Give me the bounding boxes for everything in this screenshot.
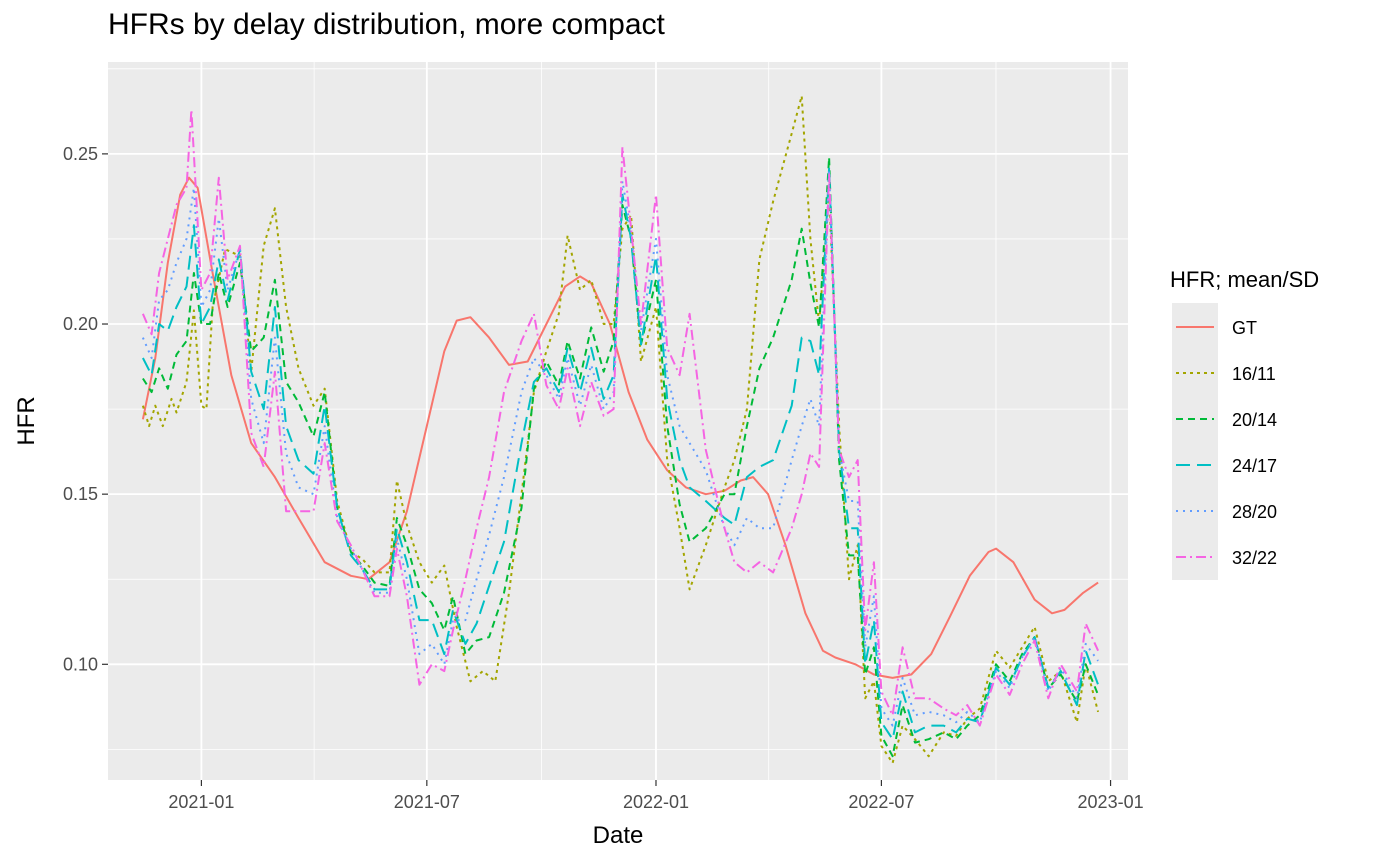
series-line-32-22 xyxy=(141,108,1100,727)
series-line-16-11 xyxy=(141,95,1100,764)
legend-label: GT xyxy=(1232,318,1257,338)
series-line-28-20 xyxy=(141,169,1099,727)
y-tick-label: 0.10 xyxy=(63,654,98,674)
y-tick-label: 0.25 xyxy=(63,144,98,164)
legend-key-background xyxy=(1172,303,1218,580)
series-line-GT xyxy=(141,176,1099,679)
legend-label: 20/14 xyxy=(1232,410,1277,430)
legend-label: 24/17 xyxy=(1232,456,1277,476)
x-tick-label: 2021-07 xyxy=(394,792,460,812)
x-tick-label: 2023-01 xyxy=(1078,792,1144,812)
major-gridlines xyxy=(108,62,1128,780)
chart-title: HFRs by delay distribution, more compact xyxy=(108,8,665,41)
legend-title: HFR; mean/SD xyxy=(1170,267,1319,292)
y-tick-label: 0.20 xyxy=(63,314,98,334)
plot-panel xyxy=(108,62,1128,780)
legend-label: 28/20 xyxy=(1232,502,1277,522)
series-line-24-17 xyxy=(142,166,1100,741)
y-tick-label: 0.15 xyxy=(63,484,98,504)
x-tick-label: 2022-07 xyxy=(848,792,914,812)
legend-label: 32/22 xyxy=(1232,548,1277,568)
legend-label: 16/11 xyxy=(1232,364,1276,384)
x-tick-label: 2022-01 xyxy=(623,792,689,812)
y-axis-title: HFR xyxy=(13,396,40,445)
series-line-20-14 xyxy=(142,156,1100,758)
legend: HFR; mean/SD GT 16/11 20/14 24/17 28/20 32/22 xyxy=(1170,267,1319,580)
x-tick-label: 2021-01 xyxy=(168,792,234,812)
legend-items: GT 16/11 20/14 24/17 28/20 32/22 xyxy=(1176,318,1277,568)
x-axis: 2021-01 2021-07 2022-01 2022-07 2023-01 xyxy=(168,780,1144,812)
x-axis-title: Date xyxy=(593,822,644,849)
series-lines xyxy=(141,95,1100,764)
y-axis: 0.10 0.15 0.20 0.25 xyxy=(63,144,108,674)
